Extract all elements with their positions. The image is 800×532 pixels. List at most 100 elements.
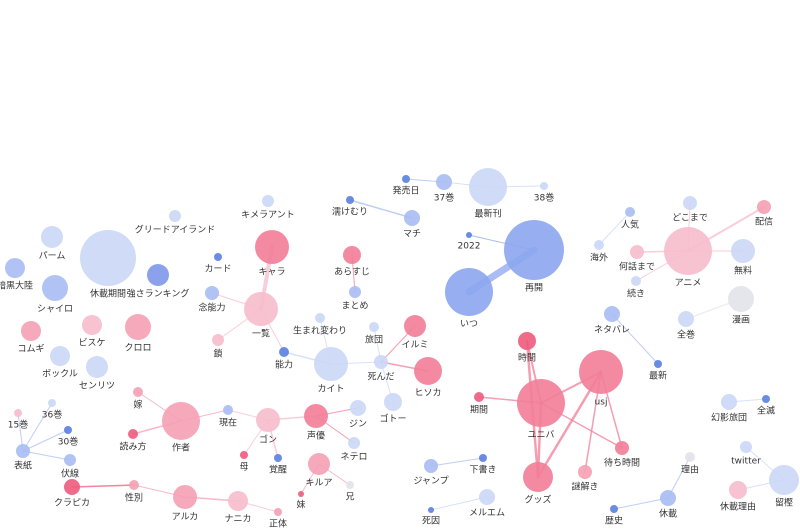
node-label: ゴン — [259, 434, 277, 446]
node — [729, 481, 747, 499]
node-label: イルミ — [401, 341, 428, 351]
node-label: グリードアイランド — [135, 224, 216, 236]
node — [298, 491, 304, 497]
node-label: キルア — [305, 479, 332, 489]
node — [129, 480, 139, 490]
node — [731, 239, 755, 263]
node — [348, 437, 360, 449]
node-label: 能力 — [275, 359, 293, 371]
node-label: ヒソカ — [414, 388, 441, 399]
node-label: 2022 — [458, 242, 481, 252]
node-label: ジン — [349, 420, 367, 430]
node-label: 死んだ — [367, 372, 394, 383]
node-label: 覚醒 — [269, 464, 287, 476]
node — [610, 505, 618, 513]
node-label: 嫁 — [133, 399, 142, 411]
node-label: 正体 — [269, 518, 287, 530]
node — [728, 286, 754, 312]
node — [631, 276, 641, 286]
node-label: アニメ — [675, 279, 702, 289]
node — [21, 321, 41, 341]
node — [625, 207, 635, 217]
node-label: 休載理由 — [720, 501, 756, 513]
node-label: 一覧 — [252, 328, 270, 340]
node — [762, 395, 770, 403]
node — [274, 454, 282, 462]
node — [678, 311, 694, 327]
node — [740, 441, 752, 453]
node — [169, 210, 181, 222]
node — [424, 459, 438, 473]
node — [517, 379, 565, 427]
node — [474, 392, 484, 402]
node — [479, 454, 487, 462]
edge — [22, 450, 71, 461]
node-label: 無料 — [734, 265, 752, 277]
node-label: パーム — [39, 251, 66, 262]
node — [445, 268, 493, 316]
node — [214, 253, 222, 261]
node — [50, 346, 70, 366]
node-label: 海外 — [590, 252, 608, 264]
node-label: 時間 — [518, 353, 536, 364]
node — [308, 453, 330, 475]
node-label: ゴトー — [379, 413, 406, 425]
node — [579, 350, 623, 394]
node — [279, 347, 289, 357]
node — [147, 264, 169, 286]
node — [133, 387, 143, 397]
node — [314, 347, 348, 381]
node — [350, 400, 366, 416]
edge — [430, 496, 488, 511]
node-label: 謎解き — [571, 481, 598, 493]
node-label: 続き — [627, 288, 645, 300]
node — [346, 481, 354, 489]
node — [523, 462, 553, 492]
node-label: キメラアント — [241, 210, 295, 221]
node — [82, 315, 102, 335]
node — [436, 174, 452, 190]
node-label: クロロ — [124, 343, 151, 354]
node — [80, 230, 136, 286]
node-label: 表紙 — [14, 460, 32, 472]
node — [212, 334, 224, 346]
node-label: グッズ — [524, 494, 551, 506]
node-label: 38巻 — [534, 192, 554, 204]
node — [343, 246, 361, 264]
node-label: 幻影旅団 — [711, 412, 747, 424]
edge — [22, 429, 69, 452]
node — [664, 227, 712, 275]
node — [504, 220, 564, 280]
node-label: メルエム — [469, 508, 505, 519]
node — [128, 429, 138, 439]
node-label: あらすじ — [334, 267, 370, 278]
node-label: 旅団 — [365, 334, 383, 346]
node-label: 濡けむり — [332, 207, 368, 218]
edge — [430, 457, 484, 467]
node — [304, 404, 328, 428]
node-label: マチ — [403, 229, 421, 240]
node-label: 妹 — [296, 499, 305, 511]
node-label: カイト — [317, 384, 344, 395]
node — [64, 479, 80, 495]
node-label: キャラ — [258, 267, 285, 278]
node-label: ジャンプ — [413, 476, 448, 487]
node-label: 37巻 — [434, 192, 454, 204]
node-label: ネタバレ — [594, 325, 630, 336]
node — [256, 408, 280, 432]
node — [402, 175, 410, 183]
node — [42, 275, 68, 301]
node-label: 30巻 — [58, 436, 78, 448]
node — [14, 409, 22, 417]
node — [466, 232, 472, 238]
node — [5, 258, 25, 278]
node — [349, 286, 361, 298]
node-label: コムギ — [17, 344, 44, 355]
edge — [613, 497, 669, 510]
node — [518, 332, 536, 350]
node — [346, 196, 354, 204]
node-label: 念能力 — [198, 302, 225, 314]
node-label: 配信 — [755, 216, 773, 228]
node-label: シャイロ — [37, 305, 73, 315]
